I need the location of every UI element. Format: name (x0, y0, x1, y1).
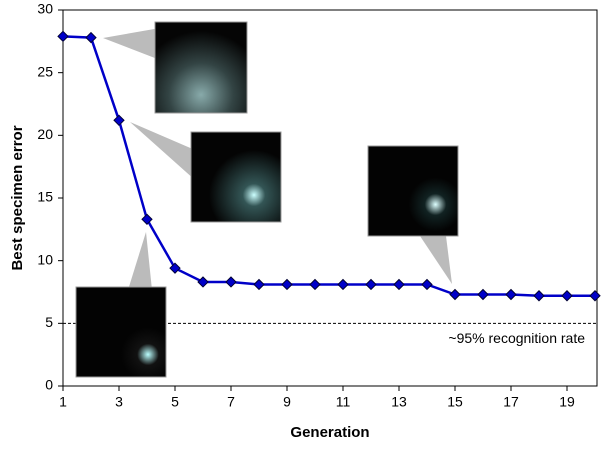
specimen-image (75, 286, 167, 378)
image-callouts (75, 21, 459, 378)
specimen-image (190, 131, 282, 223)
y-tick-label: 20 (37, 126, 53, 142)
x-tick-label: 9 (283, 394, 291, 410)
point (477, 288, 489, 301)
x-tick-label: 17 (503, 394, 519, 410)
point (169, 262, 181, 274)
point (589, 290, 601, 302)
x-tick-label: 13 (391, 394, 407, 410)
callout-wedge (103, 28, 160, 60)
y-tick-label: 30 (37, 1, 53, 17)
x-tick-label: 7 (227, 394, 235, 410)
y-tick-label: 15 (37, 189, 53, 205)
point (365, 278, 377, 291)
point (449, 288, 461, 301)
callout-wedge (128, 232, 152, 290)
point (337, 278, 349, 291)
x-axis-title: Generation (290, 424, 369, 441)
y-tick-label: 5 (45, 314, 53, 330)
specimen-image (367, 145, 459, 237)
x-tick-label: 19 (559, 394, 575, 410)
point (85, 31, 97, 44)
point (281, 278, 293, 291)
y-axis-title: Best specimen error (9, 125, 26, 270)
y-tick-label: 0 (45, 377, 53, 393)
y-tick-label: 10 (37, 251, 53, 267)
point (561, 290, 573, 302)
x-tick-label: 3 (115, 394, 123, 410)
point (225, 276, 237, 288)
point (505, 288, 517, 301)
y-tick-label: 25 (37, 63, 53, 79)
callout-wedge (130, 122, 195, 180)
point (309, 278, 321, 291)
point (253, 278, 265, 291)
x-tick-label: 5 (171, 394, 179, 410)
specimen-image (154, 21, 248, 114)
callout-wedge (420, 236, 452, 284)
point (141, 213, 153, 226)
point (113, 114, 125, 127)
x-tick-label: 15 (447, 394, 463, 410)
reference-label: ~95% recognition rate (448, 330, 585, 346)
point (533, 290, 545, 302)
point (421, 278, 433, 291)
point (393, 278, 405, 291)
x-tick-label: 1 (59, 394, 67, 410)
point (197, 276, 209, 288)
point (57, 30, 69, 43)
x-tick-label: 11 (336, 394, 351, 410)
